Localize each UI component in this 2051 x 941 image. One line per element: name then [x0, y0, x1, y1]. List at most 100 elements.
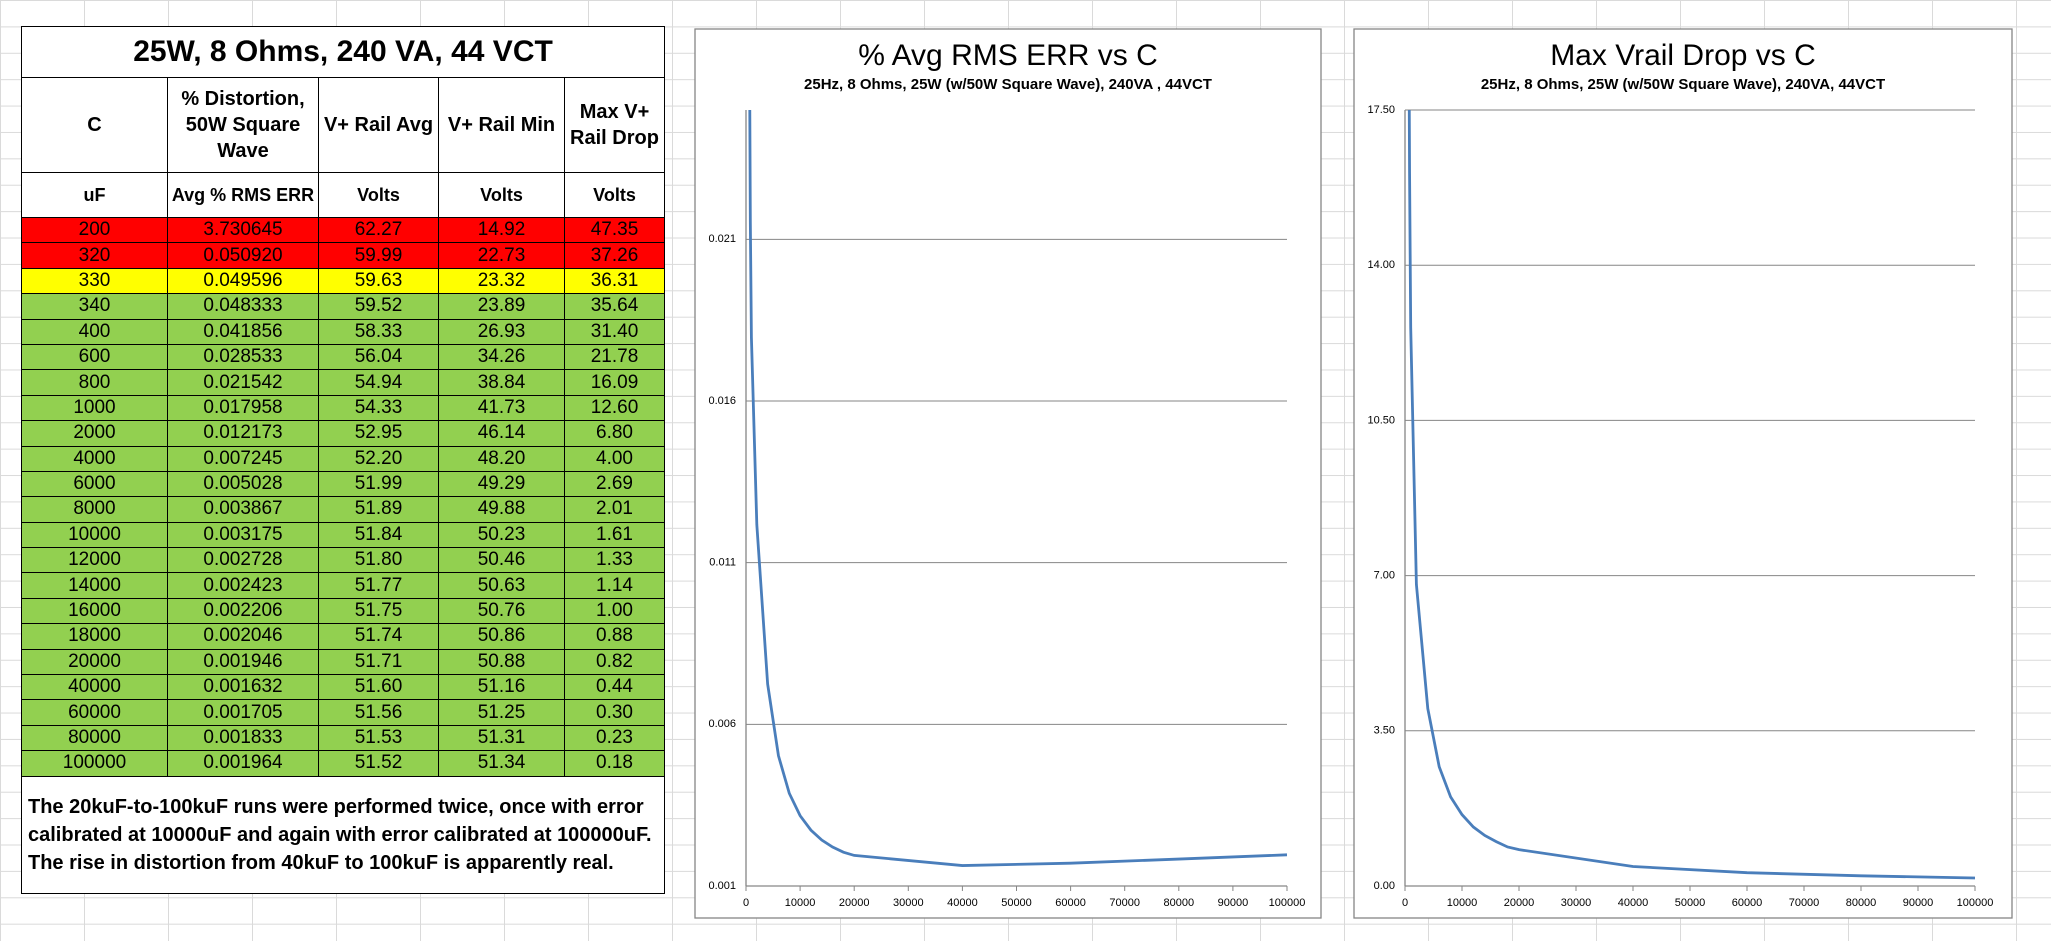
data-cell: 51.53: [318, 724, 439, 752]
x-tick-label: 70000: [1789, 897, 1820, 909]
data-cell: 2.69: [563, 470, 666, 498]
data-cell: 48.20: [438, 445, 565, 472]
data-cell: 0.021542: [167, 369, 319, 396]
data-row: 320 0.050920 59.99 22.73 37.26: [21, 242, 666, 269]
data-cell: 50.63: [438, 572, 565, 599]
data-table: 25W, 8 Ohms, 240 VA, 44 VCT C% Distortion…: [20, 26, 666, 894]
data-cell: 0.001705: [167, 699, 319, 726]
data-cell: 0.049596: [167, 267, 319, 295]
data-cell: 51.99: [318, 470, 439, 498]
data-row: 12000 0.002728 51.80 50.46 1.33: [21, 547, 666, 574]
data-cell: 0.001632: [167, 674, 319, 701]
data-cell: 23.89: [438, 293, 565, 320]
data-cell: 37.26: [563, 242, 666, 269]
data-cell: 51.89: [318, 496, 439, 523]
data-cell: 50.46: [438, 547, 565, 574]
data-cell: 41.73: [438, 394, 565, 422]
data-cell: 51.31: [438, 724, 565, 752]
data-row: 400 0.041856 58.33 26.93 31.40: [21, 318, 666, 345]
data-cell: 1.33: [563, 547, 666, 574]
unit-cell: Volts: [318, 172, 439, 218]
data-cell: 3.730645: [167, 216, 319, 244]
data-cell: 100000: [21, 750, 168, 777]
data-cell: 35.64: [563, 293, 666, 320]
data-cell: 51.74: [318, 623, 439, 650]
data-cell: 14.92: [438, 216, 565, 244]
x-tick-label: 90000: [1218, 897, 1249, 909]
data-cell: 31.40: [563, 318, 666, 345]
data-cell: 0.028533: [167, 343, 319, 371]
data-cell: 0.002728: [167, 547, 319, 574]
data-cell: 0.82: [563, 648, 666, 676]
data-cell: 0.050920: [167, 242, 319, 269]
data-cell: 0.88: [563, 623, 666, 650]
y-tick-label: 10.50: [1367, 414, 1395, 426]
data-cell: 52.20: [318, 445, 439, 472]
data-cell: 0.002206: [167, 597, 319, 625]
data-row: 330 0.049596 59.63 23.32 36.31: [21, 267, 666, 295]
data-cell: 50.76: [438, 597, 565, 625]
data-row: 100000 0.001964 51.52 51.34 0.18: [21, 750, 666, 777]
data-cell: 0.30: [563, 699, 666, 726]
x-tick-label: 60000: [1055, 897, 1086, 909]
data-row: 80000 0.001833 51.53 51.31 0.23: [21, 724, 666, 752]
data-cell: 22.73: [438, 242, 565, 269]
header-cell: Max V+ Rail Drop: [563, 77, 666, 173]
data-row: 1000 0.017958 54.33 41.73 12.60: [21, 394, 666, 422]
data-cell: 14000: [21, 572, 168, 599]
x-tick-label: 50000: [1001, 897, 1032, 909]
data-cell: 54.94: [318, 369, 439, 396]
data-row: 60000 0.001705 51.56 51.25 0.30: [21, 699, 666, 726]
data-cell: 18000: [21, 623, 168, 650]
units-row: uF Avg % RMS ERR Volts Volts Volts: [21, 172, 666, 218]
data-row: 6000 0.005028 51.99 49.29 2.69: [21, 470, 666, 498]
data-cell: 12000: [21, 547, 168, 574]
x-tick-label: 0: [1402, 897, 1408, 909]
x-tick-label: 10000: [1447, 897, 1478, 909]
note-row: The 20kuF-to-100kuF runs were performed …: [20, 775, 666, 894]
series-line: [1407, 110, 1975, 880]
x-tick-label: 0: [743, 897, 749, 909]
x-tick-label: 40000: [1618, 897, 1649, 909]
data-cell: 62.27: [318, 216, 439, 244]
unit-cell: Avg % RMS ERR: [167, 172, 319, 218]
data-cell: 51.34: [438, 750, 565, 777]
x-tick-label: 100000: [1269, 897, 1306, 909]
data-cell: 0.017958: [167, 394, 319, 422]
y-tick-label: 7.00: [1374, 570, 1395, 582]
chart-subtitle: 25Hz, 8 Ohms, 25W (w/50W Square Wave), 2…: [1481, 76, 1885, 93]
y-tick-label: 0.001: [708, 880, 736, 892]
data-row: 800 0.021542 54.94 38.84 16.09: [21, 369, 666, 396]
x-tick-label: 100000: [1957, 897, 1994, 909]
series-line: [748, 110, 1287, 867]
y-tick-label: 0.00: [1374, 880, 1395, 892]
data-cell: 59.63: [318, 267, 439, 295]
data-row: 8000 0.003867 51.89 49.88 2.01: [21, 496, 666, 523]
data-row: 16000 0.002206 51.75 50.76 1.00: [21, 597, 666, 625]
data-cell: 51.52: [318, 750, 439, 777]
data-cell: 1.00: [563, 597, 666, 625]
x-tick-label: 60000: [1732, 897, 1763, 909]
data-cell: 6.80: [563, 420, 666, 447]
data-cell: 16.09: [563, 369, 666, 396]
data-cell: 0.44: [563, 674, 666, 701]
y-tick-label: 0.021: [708, 233, 736, 245]
table-title: 25W, 8 Ohms, 240 VA, 44 VCT: [20, 26, 666, 78]
data-cell: 1000: [21, 394, 168, 422]
chart-frame: [1353, 28, 2013, 919]
data-cell: 0.18: [563, 750, 666, 777]
data-row: 340 0.048333 59.52 23.89 35.64: [21, 293, 666, 320]
x-tick-label: 30000: [1561, 897, 1592, 909]
data-cell: 1.14: [563, 572, 666, 599]
data-row: 2000 0.012173 52.95 46.14 6.80: [21, 420, 666, 447]
chart-subtitle: 25Hz, 8 Ohms, 25W (w/50W Square Wave), 2…: [804, 76, 1212, 93]
data-row: 4000 0.007245 52.20 48.20 4.00: [21, 445, 666, 472]
header-cell: V+ Rail Min: [438, 77, 565, 173]
x-tick-label: 30000: [893, 897, 924, 909]
x-tick-label: 70000: [1109, 897, 1140, 909]
y-tick-label: 0.016: [708, 395, 736, 407]
data-cell: 10000: [21, 521, 168, 549]
data-cell: 0.003867: [167, 496, 319, 523]
data-cell: 800: [21, 369, 168, 396]
